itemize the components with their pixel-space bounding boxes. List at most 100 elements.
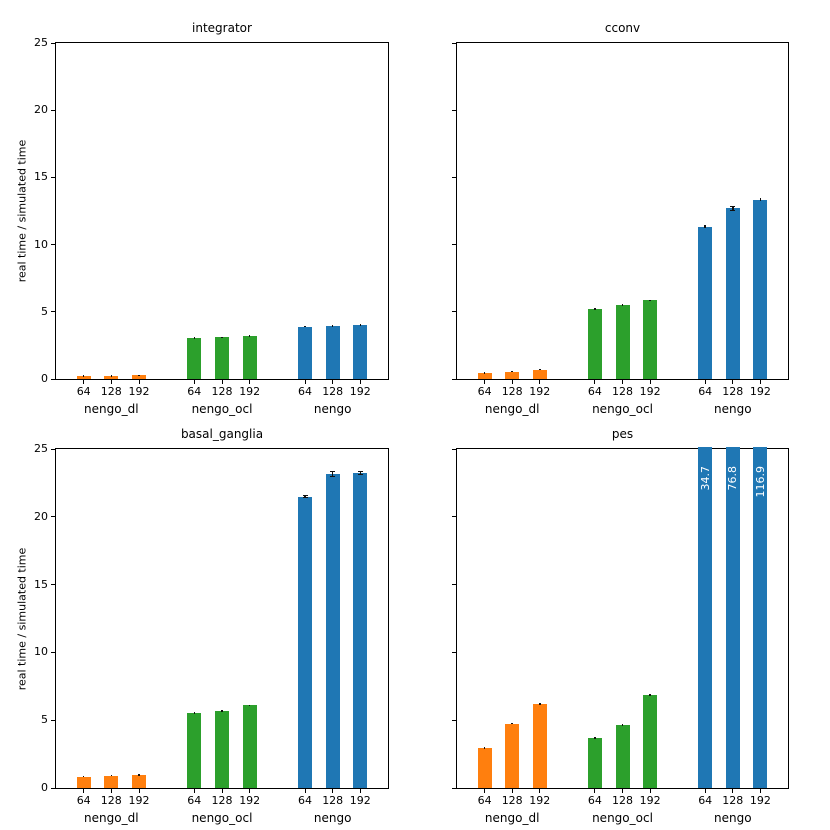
subplot-pes: pes nengo_dl 64 128 192 nengo_ocl 64 128 192 neng… [452,427,789,825]
error-bar [732,205,734,211]
x-tick-mark [138,380,140,384]
y-tick-label: 20 [34,509,48,523]
error-bar [539,703,541,705]
bar-nengo-64 [298,326,312,379]
y-tick-mark [452,719,456,721]
y-tick-mark [452,244,456,246]
bar-nengo-128 [725,447,740,788]
y-tick-mark [51,448,55,450]
error-bar-cap [330,475,336,477]
y-tick-mark [51,378,55,380]
bar-nengo_ocl-128 [615,724,630,788]
bar-nengo_dl-64 [477,748,492,788]
bar-nengo_ocl-192 [242,705,257,788]
y-axis-label: real time / simulated time [15,139,29,283]
x-tick-label: 128 [211,385,233,398]
y-tick-mark [51,584,55,586]
plot-title: basal_ganglia [180,427,264,441]
error-bar [331,325,334,327]
x-tick-mark [704,789,706,793]
error-bar [82,375,85,377]
y-tick-mark [452,651,456,653]
bar-nengo-192 [353,324,368,379]
x-tick-label: 192 [349,385,371,398]
y-tick-mark [452,42,456,44]
x-tick-label: 192 [749,794,771,807]
x-tick-mark [704,380,706,384]
y-tick-mark [51,719,55,721]
y-tick-mark [51,244,55,246]
x-tick-label: 64 [187,794,202,807]
x-tick-mark [759,380,761,384]
bar-nengo_dl-128 [104,775,119,788]
x-tick-mark [110,789,112,793]
error-bar [649,694,651,696]
bar-nengo_ocl-64 [587,737,602,788]
error-bar [304,325,306,328]
bar-value-label: 34.7 [698,466,712,491]
bar-nengo-192 [353,473,368,788]
x-tick-label: 64 [298,794,312,807]
error-bar [138,774,140,776]
bar-nengo_ocl-128 [215,710,229,788]
bar-value-label: 76.8 [726,466,740,491]
x-tick-mark [594,789,596,793]
x-tick-label: 192 [529,385,551,398]
error-bar [359,324,362,326]
bar-nengo_dl-192 [132,775,146,788]
y-tick-mark [452,176,456,178]
y-tick-label: 15 [34,170,48,184]
bar-nengo-128 [725,208,740,379]
y-tick-mark [51,516,55,518]
y-tick-label: 25 [34,442,48,455]
y-tick-label: 0 [41,372,48,385]
error-bar [511,722,513,725]
bar-nengo_dl-192 [132,375,146,379]
y-tick-mark [51,311,55,313]
x-tick-mark [193,789,195,793]
bar-nengo-64 [698,226,713,379]
subplot-integrator: integrator 0 5 10 15 20 25 nengo_dl 64 128 192 neng… [16,21,389,416]
x-tick-mark [221,380,223,384]
error-bar [138,374,140,377]
error-bar-cap [730,205,736,207]
x-tick-mark [332,789,334,793]
y-tick-mark [452,109,456,111]
bar-nengo_dl-64 [76,376,91,379]
error-bar-cap [357,471,363,473]
x-tick-mark [138,789,140,793]
x-tick-label: 64 [187,385,202,398]
error-bar [221,336,223,339]
group-label: nengo_dl [84,811,139,825]
error-bar [594,308,596,310]
group-label: nengo_dl [484,402,540,416]
x-tick-mark [304,789,306,793]
error-bar-cap [302,497,308,499]
error-bar [704,225,706,229]
group-label: nengo [714,811,752,825]
y-tick-label: 5 [41,304,48,318]
group-label: nengo [313,402,352,416]
x-tick-label: 128 [612,385,633,398]
x-tick-label: 192 [529,794,551,807]
x-tick-label: 192 [639,794,661,807]
y-tick-mark [452,311,456,313]
x-tick-label: 192 [349,794,371,807]
bar-nengo_ocl-64 [187,338,202,379]
y-tick-mark [51,42,55,44]
x-tick-label: 192 [239,794,261,807]
x-tick-label: 192 [239,385,261,398]
error-bar [594,736,596,740]
bar-nengo_ocl-128 [615,305,630,379]
y-tick-label: 5 [41,713,48,727]
error-bar [82,775,85,778]
x-tick-label: 192 [128,385,150,398]
x-tick-mark [594,380,596,384]
error-bar [621,304,624,307]
y-axis-label: real time / simulated time [15,547,29,691]
x-tick-label: 128 [211,794,233,807]
bar-nengo_ocl-192 [643,300,658,379]
error-bar [248,704,251,707]
x-tick-label: 64 [76,385,91,398]
y-tick-mark [452,787,456,789]
